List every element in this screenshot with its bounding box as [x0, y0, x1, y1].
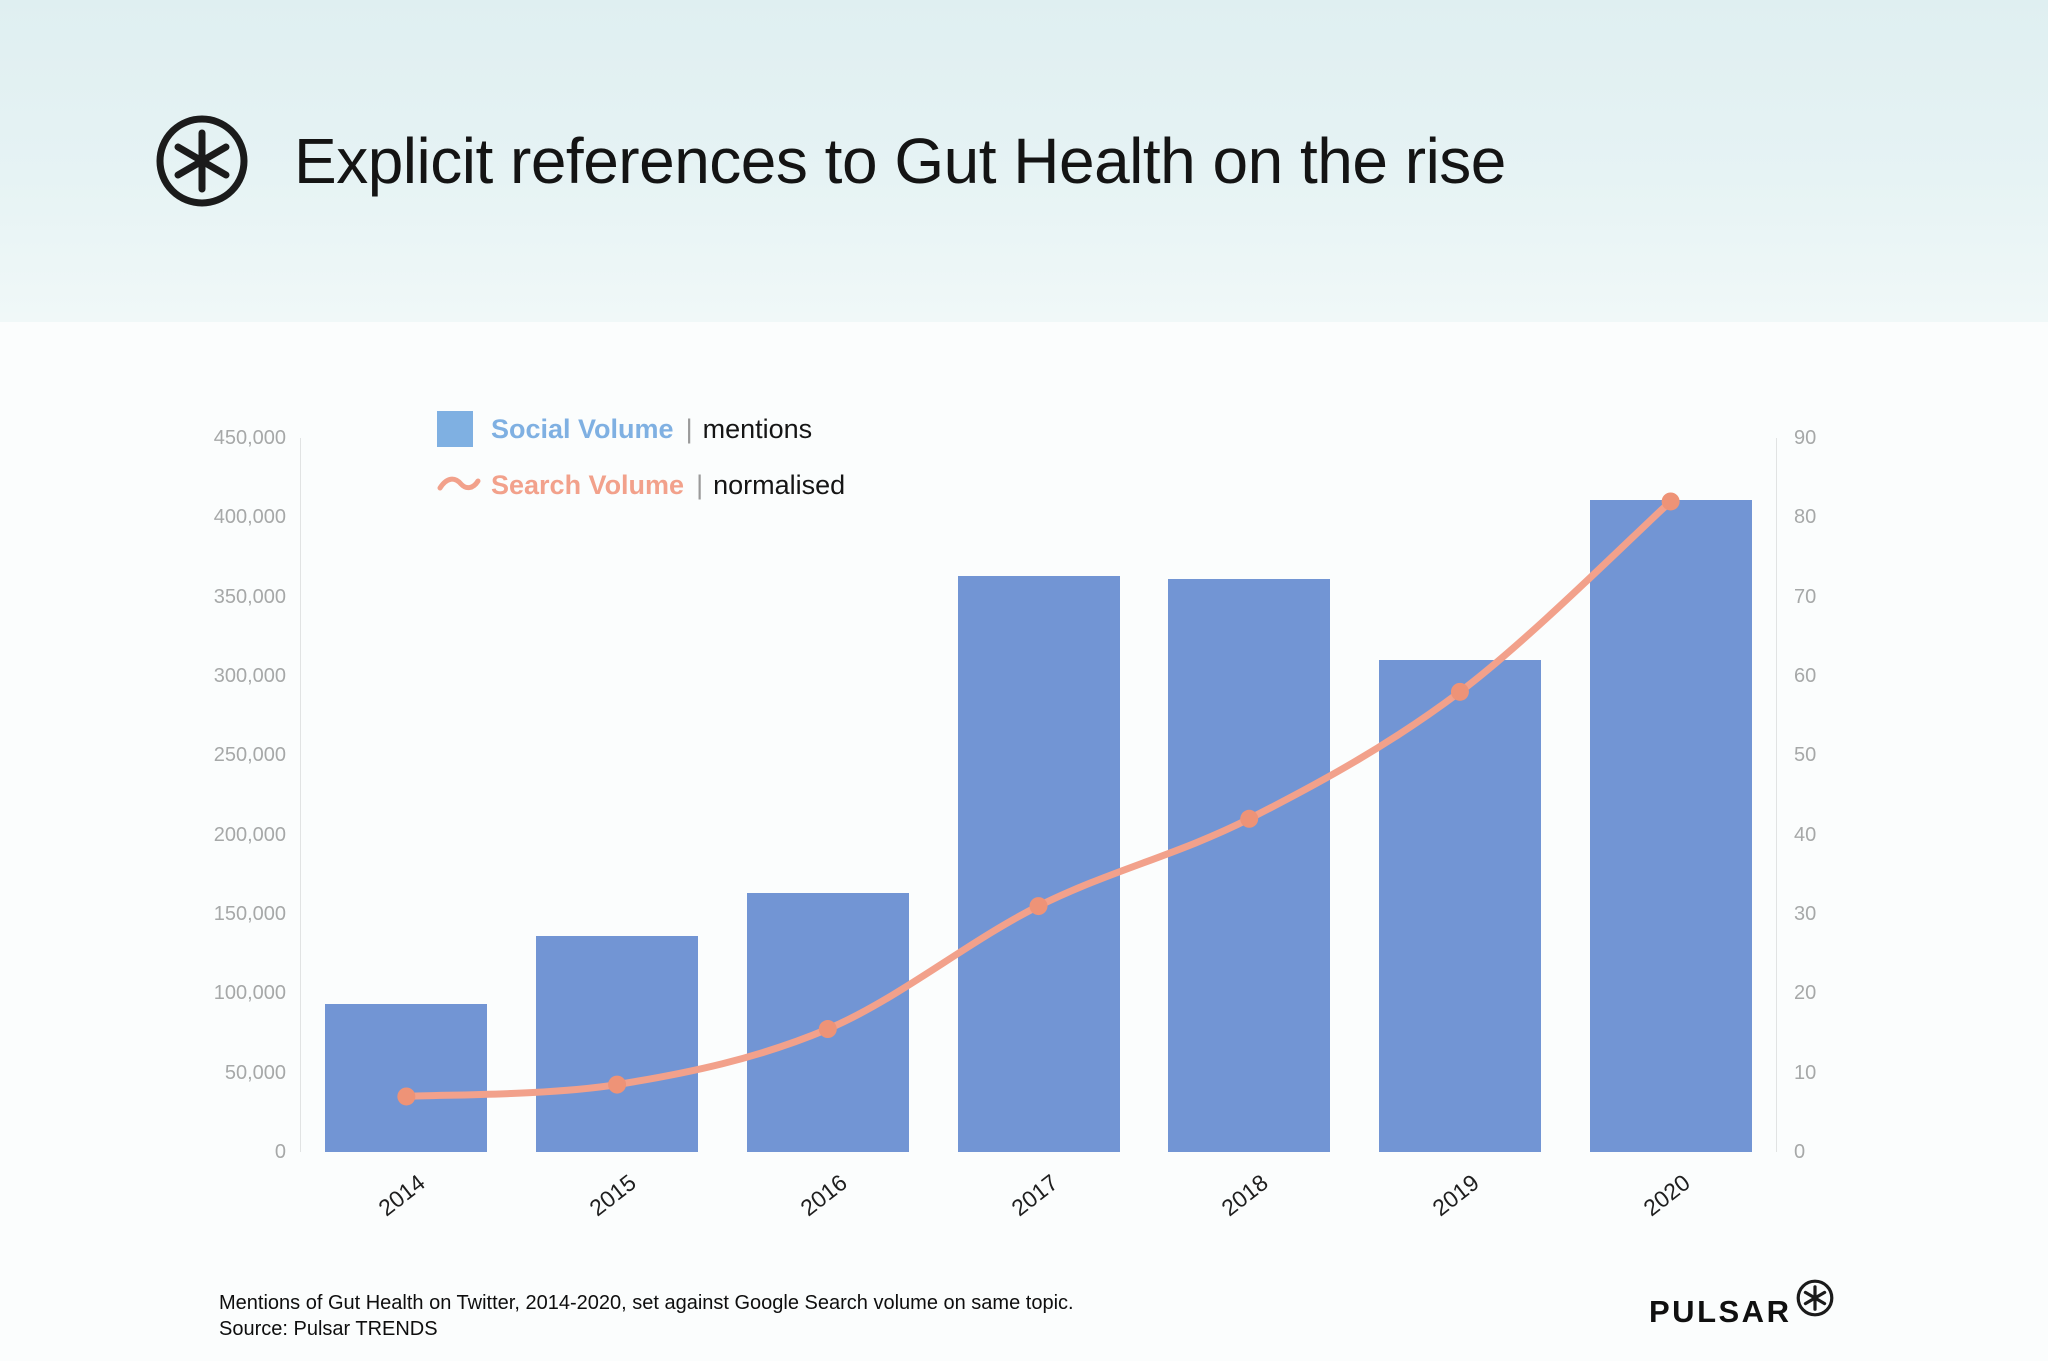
x-axis-label-2017: 2017	[1005, 1169, 1063, 1222]
legend-separator: |	[685, 413, 693, 444]
line-point-2018	[1240, 809, 1259, 828]
y-axis-left-tick: 300,000	[213, 665, 286, 687]
legend-qualifier: normalised	[713, 469, 846, 500]
y-axis-left-tick: 350,000	[213, 585, 286, 608]
bar-2020	[1589, 499, 1752, 1152]
y-axis-left-tick: 0	[274, 1141, 286, 1163]
chart-caption: Mentions of Gut Health on Twitter, 2014-…	[219, 1290, 1074, 1342]
bar-2018	[1168, 579, 1331, 1152]
y-axis-right-tick: 70	[1794, 585, 1817, 608]
line-point-2014	[397, 1087, 416, 1106]
bar-2019	[1378, 660, 1541, 1152]
legend-item-social-volume: Social Volume | mentions	[437, 410, 845, 448]
brand-lockup: PULSAR	[1649, 1279, 1835, 1330]
legend-series-name: Social Volume	[491, 413, 674, 444]
search-volume-line-layer	[397, 492, 1680, 1106]
x-axis-label-2018: 2018	[1216, 1169, 1273, 1222]
header-band: Explicit references to Gut Health on the…	[0, 0, 2048, 322]
plot-area: 2014 2015 2016 2017 2018 2019 2020 0 50,000 100,…	[214, 428, 1817, 1221]
y-axis-left-tick: 50,000	[224, 1061, 286, 1084]
wave-swatch-icon	[437, 473, 481, 497]
pulsar-asterisk-logo-icon	[1795, 1278, 1835, 1318]
y-axis-left-tick: 450,000	[213, 427, 286, 449]
x-axis-label-2020: 2020	[1638, 1169, 1695, 1222]
y-axis-right-tick: 20	[1794, 982, 1817, 1005]
y-axis-right-tick: 30	[1794, 903, 1817, 925]
y-axis-right-tick: 10	[1794, 1061, 1817, 1084]
y-axis-right-tick: 50	[1794, 744, 1817, 767]
line-point-2020	[1661, 492, 1680, 511]
y-axis-right-tick: 0	[1794, 1141, 1806, 1163]
bar-swatch-icon	[437, 411, 473, 447]
legend-qualifier: mentions	[702, 413, 813, 444]
legend-series-name: Search Volume	[491, 469, 685, 500]
line-point-2016	[818, 1020, 837, 1039]
search-volume-line	[402, 497, 1675, 1100]
caption-line-2: Source: Pulsar TRENDS	[219, 1318, 438, 1340]
x-axis-label-2019: 2019	[1427, 1169, 1484, 1222]
x-axis-label-2016: 2016	[795, 1169, 852, 1222]
y-axis-right-tick: 40	[1794, 823, 1817, 846]
y-axis-left-tick: 200,000	[213, 823, 286, 846]
x-axis-labels: 2014 2015 2016 2017 2018 2019 2020	[301, 1152, 1776, 1252]
bar-2015	[536, 936, 699, 1152]
bar-2014	[325, 1004, 488, 1152]
brand-wordmark: PULSAR	[1649, 1294, 1792, 1329]
legend-separator: |	[696, 469, 704, 500]
y-axis-right-tick: 90	[1794, 427, 1817, 449]
y-axis-right-tick: 80	[1794, 506, 1817, 529]
bar-2017	[957, 576, 1120, 1152]
pulsar-asterisk-logo-icon	[152, 111, 252, 211]
legend-item-search-volume: Search Volume | normalised	[437, 466, 845, 504]
line-point-2019	[1450, 682, 1469, 701]
y-axis-left-tick: 100,000	[213, 982, 286, 1005]
bars-layer	[301, 438, 1776, 1152]
x-axis-label-2014: 2014	[373, 1169, 431, 1222]
y-axis-left-tick: 250,000	[213, 744, 286, 767]
chart-legend: Social Volume | mentions Search Volume |…	[437, 410, 845, 522]
page-title: Explicit references to Gut Health on the…	[294, 125, 1506, 197]
x-axis-label-2015: 2015	[584, 1169, 641, 1222]
y-axis-left-tick: 400,000	[213, 506, 286, 529]
line-point-2017	[1029, 897, 1048, 916]
line-point-2015	[608, 1075, 627, 1094]
y-axis-left-tick: 150,000	[213, 903, 286, 925]
caption-line-1: Mentions of Gut Health on Twitter, 2014-…	[219, 1292, 1074, 1314]
y-axis-right-tick: 60	[1794, 665, 1817, 687]
